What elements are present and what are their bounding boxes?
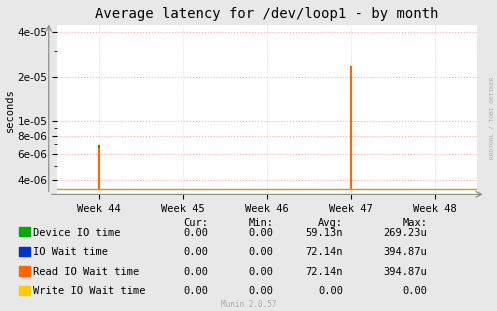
Text: 0.00: 0.00 (248, 267, 273, 277)
Text: Munin 2.0.57: Munin 2.0.57 (221, 300, 276, 309)
Text: 0.00: 0.00 (248, 247, 273, 257)
Text: 0.00: 0.00 (184, 228, 209, 238)
Text: RRDTOOL / TOBI OETIKER: RRDTOOL / TOBI OETIKER (490, 77, 495, 160)
Text: Device IO time: Device IO time (33, 228, 121, 238)
Text: 394.87u: 394.87u (384, 267, 427, 277)
Y-axis label: seconds: seconds (5, 88, 15, 132)
Text: 269.23u: 269.23u (384, 228, 427, 238)
Text: Cur:: Cur: (184, 218, 209, 228)
Text: Min:: Min: (248, 218, 273, 228)
Text: Max:: Max: (403, 218, 427, 228)
Text: 59.13n: 59.13n (306, 228, 343, 238)
Text: 72.14n: 72.14n (306, 247, 343, 257)
Text: 0.00: 0.00 (248, 286, 273, 296)
Text: 0.00: 0.00 (184, 267, 209, 277)
Text: 0.00: 0.00 (403, 286, 427, 296)
Text: 394.87u: 394.87u (384, 247, 427, 257)
Text: IO Wait time: IO Wait time (33, 247, 108, 257)
Title: Average latency for /dev/loop1 - by month: Average latency for /dev/loop1 - by mont… (95, 7, 439, 21)
Text: Avg:: Avg: (318, 218, 343, 228)
Text: 72.14n: 72.14n (306, 267, 343, 277)
Text: 0.00: 0.00 (248, 228, 273, 238)
Text: 0.00: 0.00 (184, 286, 209, 296)
Text: Write IO Wait time: Write IO Wait time (33, 286, 146, 296)
Text: 0.00: 0.00 (318, 286, 343, 296)
Text: Read IO Wait time: Read IO Wait time (33, 267, 140, 277)
Text: 0.00: 0.00 (184, 247, 209, 257)
